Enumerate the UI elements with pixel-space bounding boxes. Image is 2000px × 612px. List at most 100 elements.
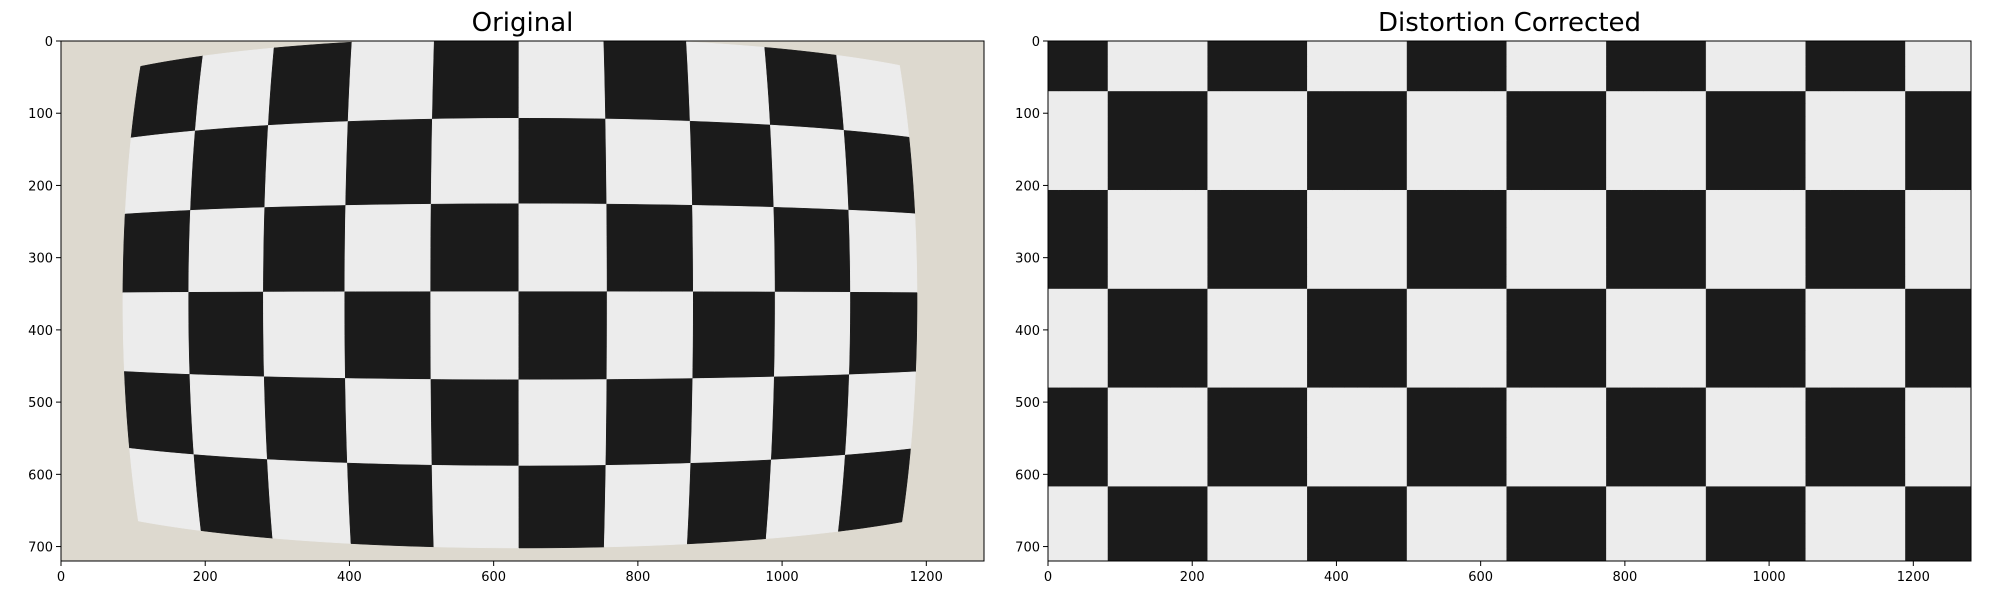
checker-square (1606, 486, 1707, 561)
checker-square (773, 207, 851, 293)
checker-square (347, 462, 435, 548)
checker-square (188, 291, 265, 378)
checker-square (1406, 387, 1507, 487)
checker-square (1905, 486, 1971, 561)
axes-frame (60, 40, 985, 562)
checker-square (849, 291, 918, 375)
checker-square (836, 54, 910, 138)
checker-square (692, 291, 776, 379)
checker-square (344, 203, 432, 293)
checker-square (690, 376, 775, 464)
checker-square (1705, 189, 1807, 290)
checker-square (1905, 387, 1971, 487)
checker-square (1107, 288, 1208, 389)
x-tick-label: 200 (1180, 570, 1205, 585)
checker-square (770, 374, 850, 461)
checker-square (1805, 91, 1906, 191)
checker-square (1207, 189, 1308, 290)
checker-square (1705, 91, 1807, 191)
checker-square (518, 41, 606, 120)
checker-square (267, 41, 353, 126)
y-tick-label: 700 (1015, 541, 1040, 556)
y-tick-label: 300 (28, 252, 53, 267)
y-tick-label: 600 (28, 468, 53, 483)
x-tick-label: 1200 (910, 570, 943, 585)
checker-square (770, 124, 849, 211)
checker-square (838, 448, 911, 532)
checker-square (1048, 486, 1109, 561)
axes-original: Original 0 200 400 600 800 1000 1200 0 100 200 300 4… (28, 8, 985, 585)
checker-square (430, 203, 520, 292)
checker-square (430, 117, 520, 205)
checker-square (345, 378, 433, 466)
checker-square (1107, 41, 1208, 92)
x-tick-label: 200 (193, 570, 218, 585)
image (61, 41, 984, 561)
checker-square (518, 117, 607, 205)
checker-square (194, 47, 275, 132)
y-tick-label: 400 (28, 324, 53, 339)
checker-square (264, 121, 349, 208)
checker-square (1905, 91, 1971, 191)
y-tick-label: 100 (28, 107, 53, 122)
checker-square (1506, 486, 1607, 561)
checker-square (1705, 41, 1807, 92)
y-tick-label: 600 (1015, 468, 1040, 483)
checker-square (765, 454, 846, 539)
checker-square (1107, 387, 1208, 487)
x-tick-label: 1200 (1897, 570, 1930, 585)
checker-square (190, 125, 269, 211)
checker-square (188, 207, 265, 293)
checker-square (1307, 189, 1408, 290)
x-tick-label: 0 (1044, 570, 1052, 585)
checker-square (1307, 288, 1408, 389)
checker-square (1406, 91, 1507, 191)
checker-square (1905, 41, 1971, 92)
checker-square (1705, 486, 1807, 561)
checker-square (130, 55, 204, 139)
checker-square (1606, 189, 1707, 290)
x-tick-label: 600 (1468, 570, 1493, 585)
checker-square (1705, 387, 1807, 487)
checker-square (263, 376, 348, 464)
axes-title: Distortion Corrected (1378, 8, 1641, 38)
checker-square (1048, 189, 1109, 290)
checker-square (773, 291, 851, 378)
checker-square (764, 47, 845, 131)
checker-square (267, 459, 352, 544)
checker-square (1506, 387, 1607, 487)
checker-square (347, 41, 435, 122)
checker-square (124, 371, 195, 455)
checker-square (605, 378, 693, 466)
x-tick-label: 1000 (766, 570, 799, 585)
y-tick-label: 500 (1015, 396, 1040, 411)
checker-square (1207, 41, 1308, 92)
checker-square (263, 291, 346, 379)
checker-square (432, 41, 520, 120)
checker-square (518, 379, 608, 467)
checker-square (1506, 288, 1607, 389)
x-tick-label: 1000 (1753, 570, 1786, 585)
y-tick-label: 0 (45, 35, 53, 50)
y-tick-label: 300 (1015, 252, 1040, 267)
x-tick-label: 400 (1324, 570, 1349, 585)
x-tick-label: 600 (481, 570, 506, 585)
y-tick-label: 200 (28, 179, 53, 194)
checker-square (1805, 486, 1906, 561)
checker-square (1406, 189, 1507, 290)
checker-square (843, 130, 916, 214)
y-tick-label: 700 (28, 541, 53, 556)
checker-square (1606, 91, 1707, 191)
checker-square (1307, 387, 1408, 487)
checker-square (518, 291, 608, 381)
image (1048, 41, 1971, 561)
y-tick-label: 500 (28, 396, 53, 411)
checker-square (605, 118, 693, 206)
checker-square (1207, 288, 1308, 389)
checker-square (1705, 288, 1807, 389)
checker-square (686, 41, 771, 126)
checker-square (1805, 41, 1906, 92)
checker-square (129, 448, 202, 531)
checker-square (606, 291, 694, 380)
